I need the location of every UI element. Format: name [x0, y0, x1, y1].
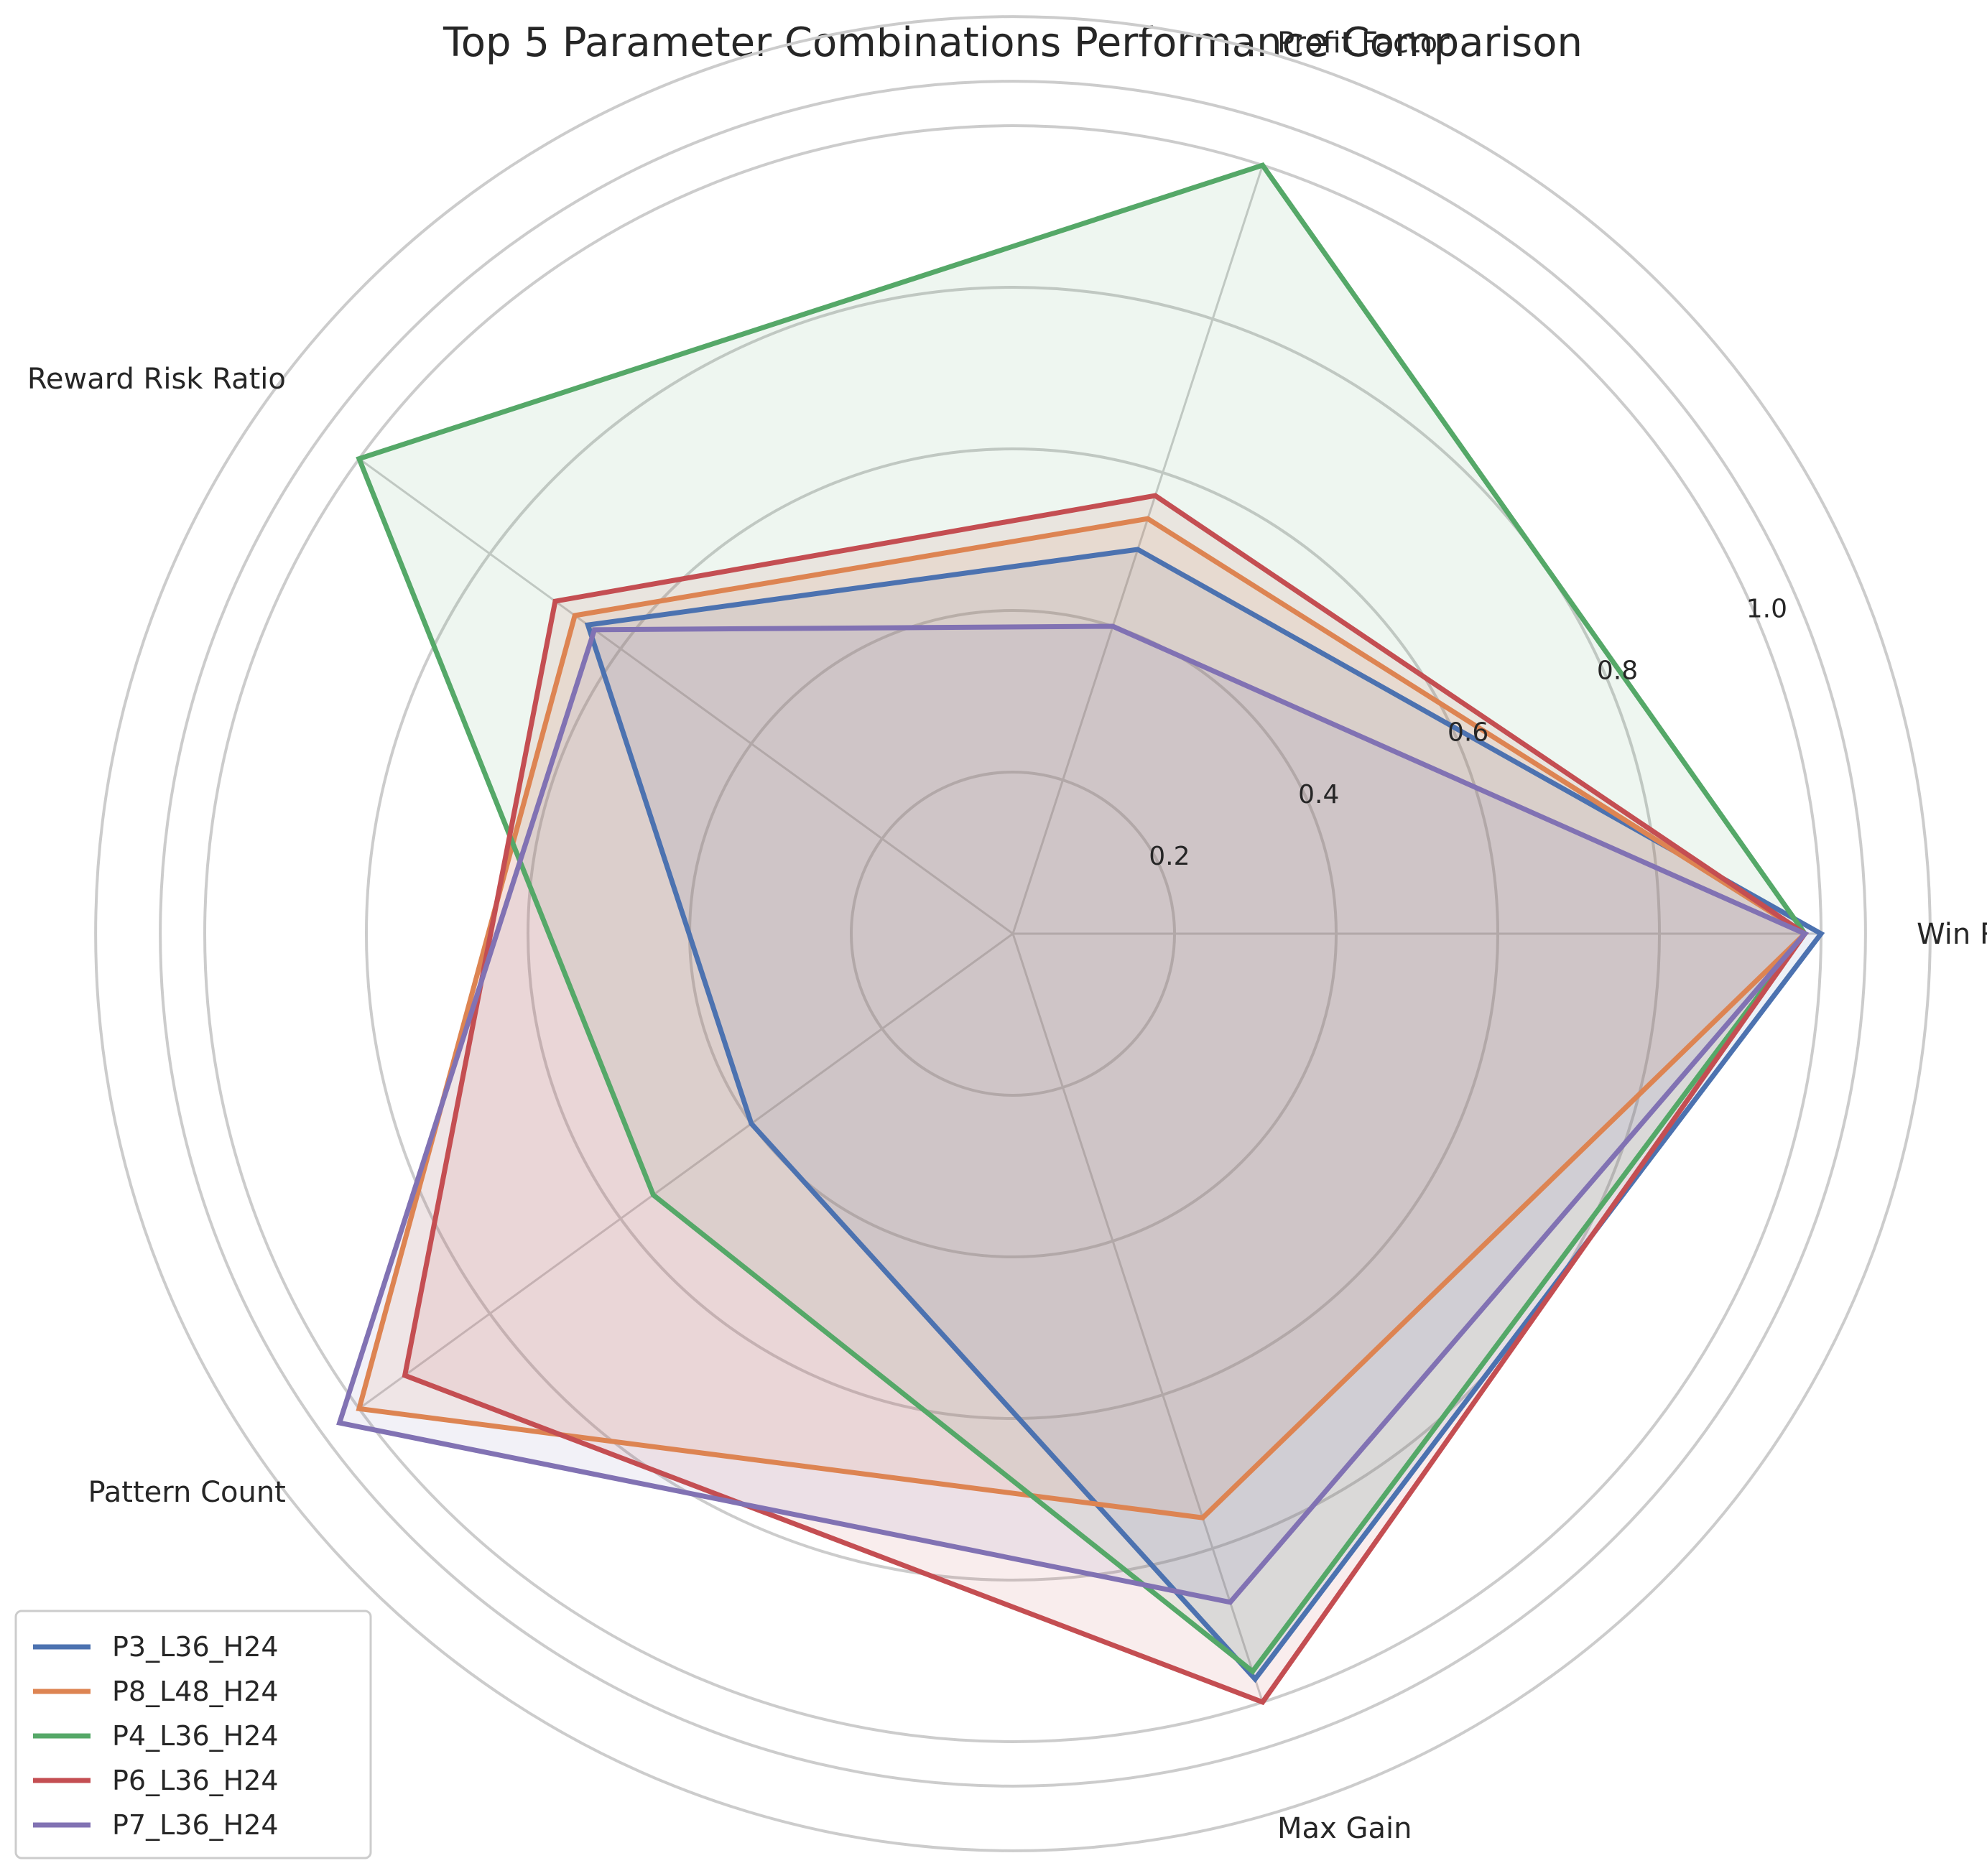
legend-label: P8_L48_H24	[112, 1676, 279, 1707]
legend-label: P6_L36_H24	[112, 1765, 279, 1796]
legend: P3_L36_H24 P8_L48_H24 P4_L36_H24 P6_L36_H24…	[14, 1610, 372, 1859]
axis-label: Win Rate	[1917, 918, 1987, 951]
series-area-P8_L48_H24	[358, 519, 1805, 1518]
series-line-P8_L48_H24	[356, 516, 1810, 1520]
legend-box	[14, 1610, 372, 1859]
series-line-P3_L36_H24	[584, 547, 1825, 1684]
axis-label: Max Gain	[1277, 1812, 1412, 1845]
r-tick-label: 0.4	[1298, 780, 1339, 809]
chart-title: Top 5 Parameter Combinations Performance…	[443, 19, 1583, 66]
outer-frame-circle	[94, 15, 1932, 1852]
tick-layer: 0.2 0.4 0.6 0.8 1.0	[1149, 594, 1787, 870]
series-area-P3_L36_H24	[588, 549, 1821, 1679]
spoke-line	[358, 458, 1014, 935]
series-layer	[336, 162, 1825, 1706]
legend-label: P3_L36_H24	[112, 1631, 279, 1663]
series-area-P4_L36_H24	[358, 165, 1805, 1672]
r-tick-label: 0.2	[1149, 842, 1190, 871]
spoke-line	[358, 932, 1014, 1410]
legend-label: P4_L36_H24	[112, 1720, 279, 1752]
spoke-line	[1011, 933, 1264, 1703]
axis-label: Pattern Count	[88, 1476, 285, 1509]
r-tick-label: 0.6	[1448, 718, 1488, 748]
axis-label: Reward Risk Ratio	[27, 363, 286, 396]
outer-frame-circle	[159, 80, 1867, 1788]
series-line-P7_L36_H24	[336, 623, 1810, 1605]
r-tick-label: 1.0	[1746, 594, 1787, 623]
r-tick-label: 0.8	[1597, 656, 1638, 686]
legend-label: P7_L36_H24	[112, 1809, 279, 1841]
axis-label: Profit Factor	[1277, 27, 1450, 60]
axis-label-layer: Win Rate Profit Factor Reward Risk Ratio Pa…	[27, 27, 1987, 1845]
series-line-P4_L36_H24	[356, 162, 1808, 1676]
